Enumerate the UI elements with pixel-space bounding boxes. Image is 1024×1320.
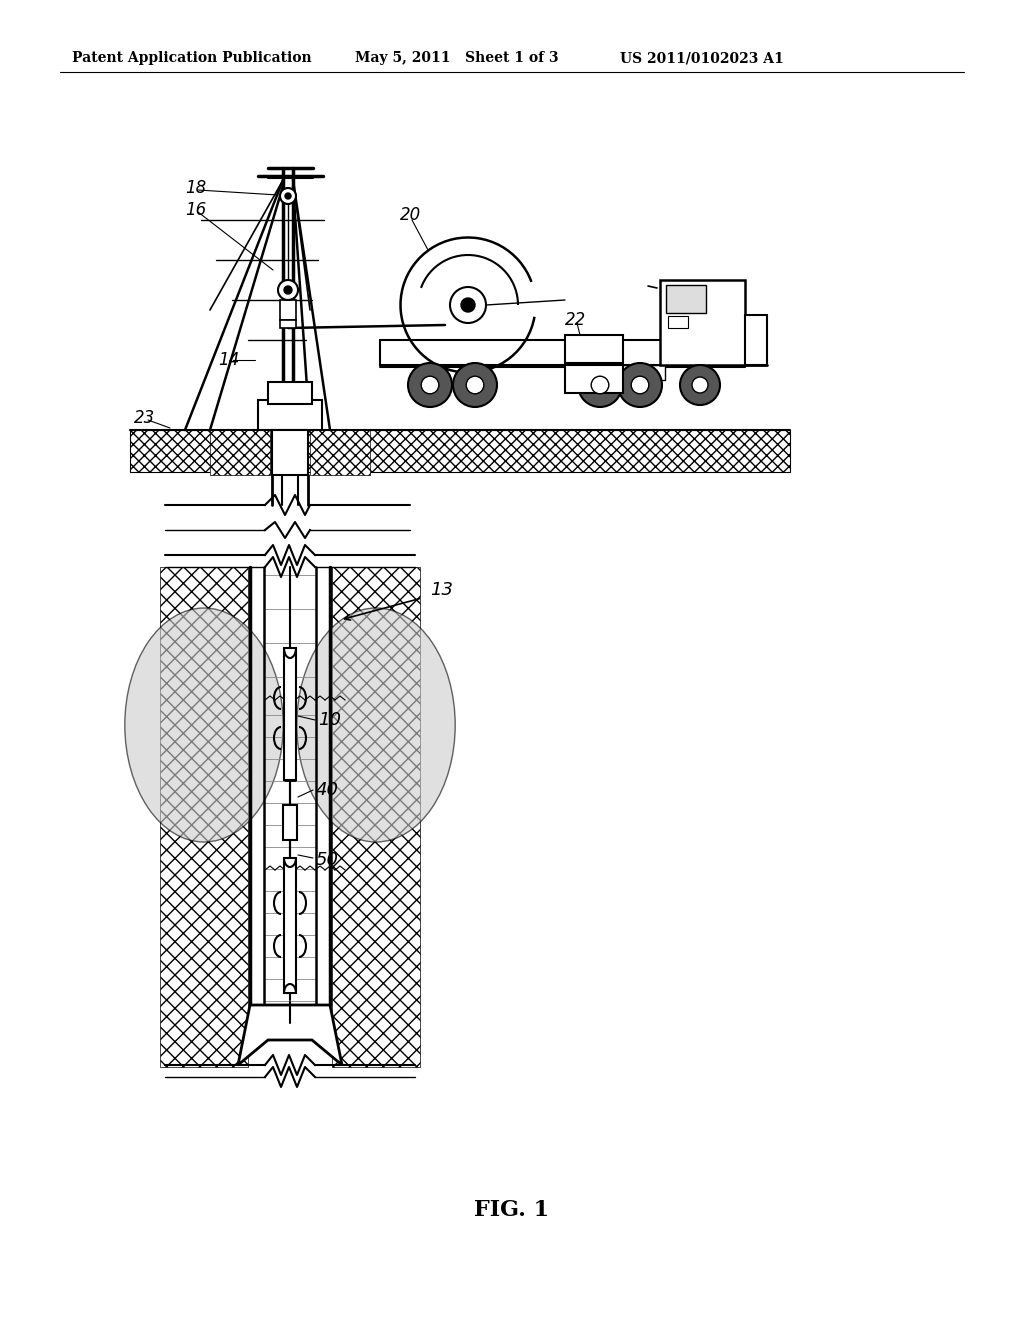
Text: 50: 50 [316, 851, 339, 869]
Circle shape [421, 376, 439, 393]
Text: 16: 16 [185, 201, 206, 219]
Circle shape [284, 286, 292, 294]
Bar [284, 858, 296, 993]
Bar [268, 381, 312, 404]
Ellipse shape [125, 609, 284, 842]
Circle shape [618, 363, 662, 407]
Text: 18: 18 [185, 180, 206, 197]
Text: 23: 23 [134, 409, 156, 426]
Circle shape [466, 376, 483, 393]
Ellipse shape [297, 609, 456, 842]
Circle shape [453, 363, 497, 407]
Bar [565, 366, 623, 393]
Bar [332, 568, 420, 1067]
Bar [745, 315, 767, 366]
Bar [280, 319, 296, 327]
Bar [666, 285, 706, 313]
Circle shape [591, 376, 609, 393]
Circle shape [578, 363, 622, 407]
Bar [284, 648, 296, 780]
Circle shape [278, 280, 298, 300]
Polygon shape [238, 1005, 342, 1065]
Bar [283, 805, 297, 840]
Text: Patent Application Publication: Patent Application Publication [72, 51, 311, 65]
Text: 40: 40 [316, 781, 339, 799]
Bar [258, 400, 322, 430]
Bar [565, 335, 623, 363]
Bar [160, 568, 248, 1067]
Text: FIG. 1: FIG. 1 [474, 1199, 550, 1221]
Bar [310, 430, 370, 475]
Text: May 5, 2011   Sheet 1 of 3: May 5, 2011 Sheet 1 of 3 [355, 51, 559, 65]
Circle shape [461, 298, 475, 312]
Circle shape [450, 286, 486, 323]
Text: 13: 13 [430, 581, 453, 599]
Circle shape [680, 366, 720, 405]
Text: 14: 14 [218, 351, 240, 370]
Circle shape [692, 378, 708, 393]
Circle shape [280, 187, 296, 205]
Text: 10: 10 [318, 711, 341, 729]
Bar [668, 315, 688, 327]
Text: T/I: T/I [583, 342, 605, 356]
Bar [280, 300, 296, 319]
Bar [272, 430, 308, 475]
Text: 22: 22 [565, 312, 587, 329]
Text: S/A: S/A [580, 371, 608, 387]
Bar [620, 366, 665, 380]
Circle shape [408, 363, 452, 407]
Text: US 2011/0102023 A1: US 2011/0102023 A1 [620, 51, 783, 65]
Text: 24: 24 [628, 371, 649, 389]
Bar [130, 430, 790, 473]
Text: 20: 20 [400, 206, 421, 224]
Bar [660, 280, 745, 366]
Bar [210, 430, 270, 475]
Circle shape [631, 376, 649, 393]
Bar [380, 341, 745, 366]
Circle shape [285, 193, 291, 199]
